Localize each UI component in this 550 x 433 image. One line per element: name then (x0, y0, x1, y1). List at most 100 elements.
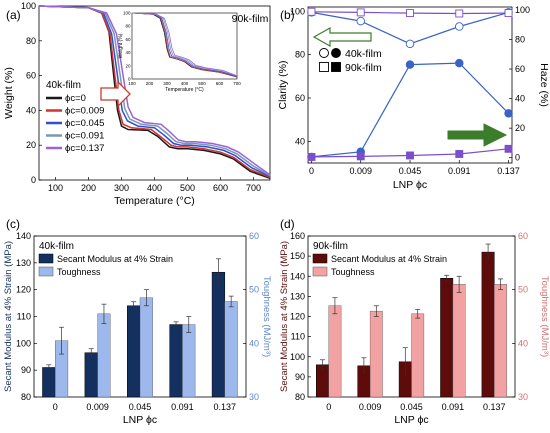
legend-filled-square (331, 62, 341, 72)
y2-tick-label: 60 (518, 231, 528, 241)
y-tick-label: 60 (26, 71, 36, 81)
series-line-4 (38, 5, 271, 176)
series-line-3 (38, 5, 271, 177)
inset-x-tick-label: 500 (198, 81, 206, 86)
y-tick-label: 100 (290, 352, 305, 362)
bar-series-2-3 (452, 284, 466, 398)
series-point-1-3 (455, 9, 464, 18)
y-tick-label: 100 (16, 338, 31, 348)
chart-a: 100 200 300 400 500 600 700020406080100Tempera… (3, 1, 271, 207)
x-tick-label: 0.091 (171, 402, 194, 412)
right-arrow (447, 123, 508, 147)
y-tick-label: 100 (21, 1, 36, 11)
x-tick-label: 0.137 (497, 166, 520, 176)
inset-x-tick-label: 200 (146, 81, 154, 86)
y2-axis-label: Haze (%) (538, 63, 550, 107)
legend-filled-circle (331, 48, 341, 58)
legend-swatch-0 (38, 253, 54, 264)
y-axis-label: Clarity (%) (277, 61, 289, 110)
series-point-3-2 (406, 151, 414, 160)
legend-open-square (319, 62, 329, 72)
y-tick-label: 100 (290, 6, 305, 16)
y2-tick-label: 0 (515, 153, 520, 163)
legend-label-1: Toughness (57, 267, 101, 277)
y-tick-label: 130 (16, 258, 31, 268)
series-point-1-1 (356, 8, 365, 17)
y2-tick-label: 30 (249, 392, 259, 402)
y-tick-label: 90 (21, 365, 31, 375)
inset-title: 90k-film (232, 13, 269, 25)
inset-series-line-3 (131, 12, 238, 77)
x-tick-label: 0.045 (400, 402, 423, 412)
x-axis-label: Temperature (°C) (114, 195, 195, 207)
x-tick-label: 0 (53, 402, 58, 412)
legend-swatch-1 (38, 266, 54, 277)
y-tick-label: 0 (31, 175, 36, 185)
series-point-1-0 (307, 7, 316, 16)
inset-x-tick-label: 700 (233, 81, 241, 86)
x-tick-label: 0.091 (442, 402, 465, 412)
panel-label-b: (b) (280, 8, 295, 22)
inset-y-axis-label: Weight (%) (118, 33, 124, 58)
x-axis-label: LNP ϕc (123, 414, 157, 426)
inset-series-line-1 (131, 12, 238, 78)
bar-series-2-2 (139, 297, 153, 398)
bar-series-2-3 (182, 324, 196, 398)
bar-series-2-1 (97, 313, 111, 398)
y-tick-label: 60 (295, 93, 305, 103)
legend-label-1: Toughness (331, 267, 375, 277)
y-tick-label: 140 (290, 271, 305, 281)
y2-tick-label: 60 (515, 64, 525, 74)
x-tick-label: 0.009 (349, 166, 372, 176)
chart-b: 0 0.009 0.045 0.091 0.137 40 60 80 100 0 20 40 60 80 1… (277, 5, 550, 191)
y2-tick-label: 80 (515, 35, 525, 45)
legend-title: 40k-film (46, 80, 81, 91)
y-axis-label: Secant Modulus at 4% Strain (MPa) (279, 241, 290, 392)
x-axis-label: LNP ϕc (394, 414, 428, 426)
inset-frame (131, 12, 238, 80)
series-line-2 (311, 62, 510, 158)
x-tick-label: 0.045 (129, 402, 152, 412)
inset-y-tick-label: 100 (123, 11, 131, 16)
direction-arrow (100, 80, 131, 108)
legend-label-0: ϕc=0 (65, 93, 86, 104)
y2-tick-label: 40 (518, 338, 528, 348)
y-tick-label: 110 (17, 312, 31, 322)
y-axis-label: Secant Modulus at 4% Strain (MPa) (3, 241, 14, 392)
inset-y-tick-label: 80 (125, 24, 131, 29)
legend-label-1: ϕc=0.009 (65, 106, 104, 117)
bar-series-1-4 (211, 271, 226, 398)
y-tick-label: 120 (290, 312, 305, 322)
x-tick-label: 300 (114, 183, 129, 193)
x-tick-label: 0.009 (359, 402, 382, 412)
x-tick-label: 0 (326, 402, 331, 412)
y2-tick-label: 100 (515, 5, 530, 15)
bar-series-1-3 (440, 278, 454, 398)
inset-x-tick-label: 600 (216, 81, 224, 86)
x-tick-label: 0 (309, 166, 314, 176)
inset-series-line-4 (131, 12, 238, 77)
inset-series-line-2 (131, 12, 238, 77)
chart-c: 0 0.009 0.045 0.091 0.137 80 90 100 110 120 130 140… (3, 231, 272, 426)
y-tick-label: 130 (290, 291, 305, 301)
y2-tick-label: 30 (518, 392, 528, 402)
x-tick-label: 700 (246, 183, 261, 193)
inset-x-axis-label: Temperature (°C) (165, 87, 204, 93)
y-tick-label: 80 (295, 50, 305, 60)
chart-title: 90k-film (313, 241, 348, 252)
series-point-2-2 (405, 60, 415, 69)
y2-tick-label: 40 (249, 338, 259, 348)
x-tick-label: 600 (213, 183, 228, 193)
y-tick-label: 90 (295, 372, 305, 382)
bar-series-2-2 (411, 313, 425, 398)
y-tick-label: 40 (26, 105, 36, 115)
y-tick-label: 80 (21, 392, 31, 402)
x-tick-label: 0.091 (448, 166, 471, 176)
bar-series-2-1 (369, 310, 383, 398)
panel-label-a: (a) (6, 8, 21, 22)
series-point-0-1 (356, 16, 365, 26)
x-tick-label: 0.137 (214, 402, 237, 412)
legend-label-3: ϕc=0.091 (65, 131, 104, 142)
legend-label-2: ϕc=0.045 (65, 118, 104, 129)
